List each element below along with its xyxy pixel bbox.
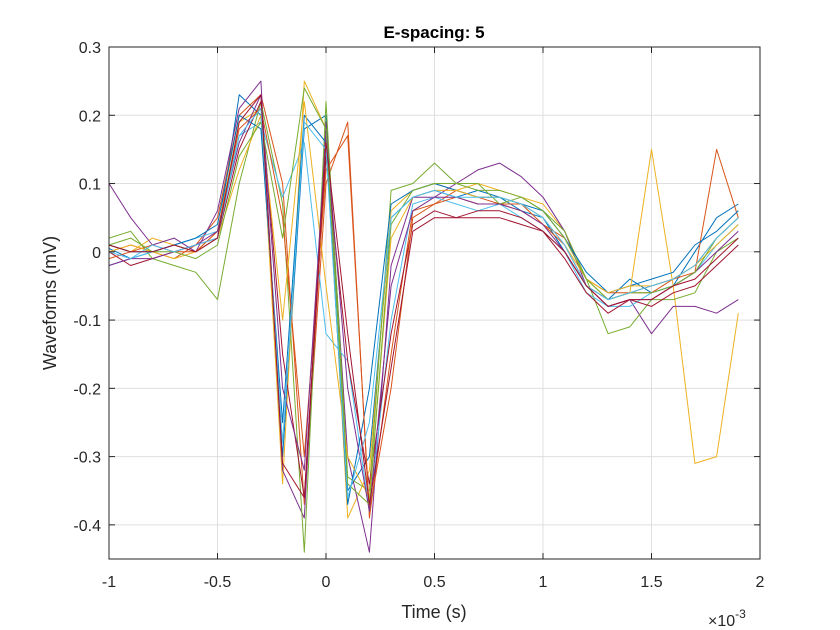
waveform-line-6 (108, 121, 739, 512)
x-axis-multiplier: ×10-3 (708, 607, 746, 630)
x-axis-label: Time (s) (401, 602, 466, 622)
x-tick-label: 0.5 (423, 574, 445, 591)
y-tick-label: -0.1 (73, 313, 101, 330)
waveform-line-14 (108, 94, 739, 505)
x-tick-label: 1.5 (640, 574, 662, 591)
chart-title: E-spacing: 5 (383, 23, 484, 42)
waveform-line-5 (108, 101, 739, 553)
y-tick-label: 0.3 (79, 40, 101, 57)
y-tick-labels: 0.3 0.2 0.1 0 -0.1 -0.2 -0.3 -0.4 (73, 40, 101, 535)
y-tick-label: -0.4 (73, 518, 101, 535)
x-axis-multiplier-base: ×10 (708, 613, 735, 630)
x-tick-label: -1 (102, 574, 116, 591)
y-tick-label: -0.3 (73, 450, 101, 467)
x-tick-label: -0.5 (204, 574, 232, 591)
waveform-line-13 (108, 107, 739, 499)
waveform-series (108, 80, 739, 553)
y-tick-label: 0.1 (79, 177, 101, 194)
y-tick-label: 0 (92, 245, 101, 262)
tick-marks (108, 46, 761, 559)
y-axis-label: Waveforms (mV) (40, 236, 60, 370)
x-axis-multiplier-exponent: -3 (735, 607, 746, 621)
waveform-line-4 (108, 80, 739, 553)
x-tick-label: 1 (539, 574, 548, 591)
x-tick-label: 2 (756, 574, 765, 591)
x-tick-labels: -1 -0.5 0 0.5 1 1.5 2 (102, 574, 765, 591)
x-tick-label: 0 (322, 574, 331, 591)
y-tick-label: -0.2 (73, 381, 101, 398)
y-tick-label: 0.2 (79, 108, 101, 125)
waveform-line-12 (108, 87, 739, 505)
